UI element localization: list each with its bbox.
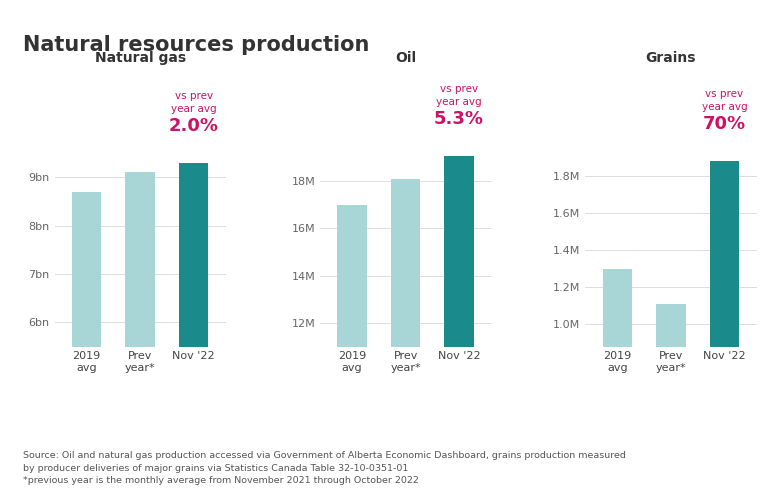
Title: Oil: Oil <box>395 51 417 65</box>
Text: vs prev
year avg: vs prev year avg <box>702 89 747 112</box>
Text: vs prev
year avg: vs prev year avg <box>171 91 217 114</box>
Text: 2.0%: 2.0% <box>168 117 218 135</box>
Bar <box>391 179 420 495</box>
Bar <box>445 156 473 495</box>
Text: 70%: 70% <box>703 115 746 133</box>
Bar <box>710 161 739 495</box>
Title: Natural gas: Natural gas <box>94 51 186 65</box>
Bar <box>72 192 101 495</box>
Text: 5.3%: 5.3% <box>434 110 484 128</box>
Text: vs prev
year avg: vs prev year avg <box>436 84 482 107</box>
Title: Grains: Grains <box>646 51 697 65</box>
Text: Natural resources production: Natural resources production <box>23 35 370 54</box>
Bar <box>603 268 633 495</box>
Bar <box>338 205 367 495</box>
Text: Source: Oil and natural gas production accessed via Government of Alberta Econom: Source: Oil and natural gas production a… <box>23 451 626 485</box>
Bar <box>179 163 208 495</box>
Bar <box>126 172 155 495</box>
Bar <box>656 304 686 495</box>
